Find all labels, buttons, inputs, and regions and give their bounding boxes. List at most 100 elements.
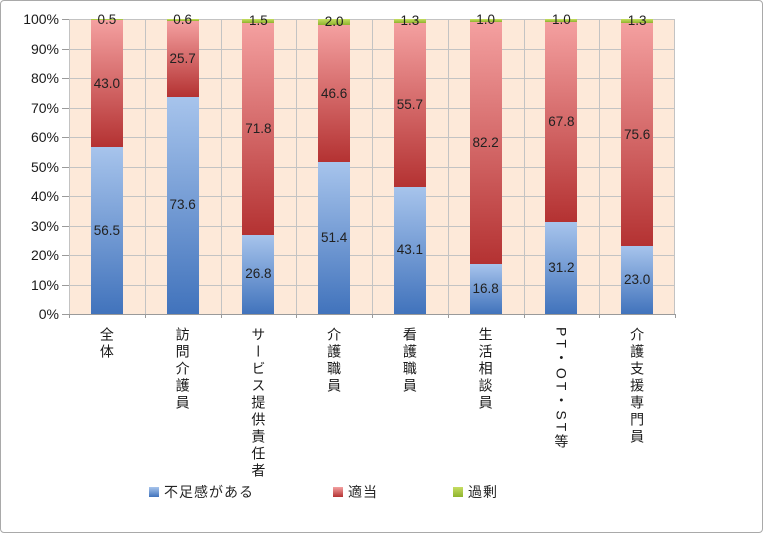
x-axis-tick [524, 314, 525, 318]
y-axis-tick [62, 225, 69, 227]
bar-segment-不足感がある [393, 186, 426, 314]
category-label: PT・OT・ST等 [553, 327, 570, 452]
legend-item-excess: 過剰 [453, 484, 498, 500]
bar-segment-適当 [621, 23, 654, 247]
y-axis-label: 60% [30, 129, 59, 145]
data-label: 23.0 [623, 272, 651, 288]
x-axis-tick [448, 314, 449, 318]
category-label: 看護職員 [401, 327, 418, 395]
legend-swatch-red [333, 487, 343, 497]
data-label: 25.7 [169, 50, 196, 66]
bar-segment-適当 [90, 20, 123, 148]
y-axis-tick [62, 137, 69, 138]
y-axis-tick [62, 314, 69, 315]
bar-segment-不足感がある [469, 264, 502, 314]
bar-segment-不足感がある [318, 162, 351, 314]
bar-segment-不足感がある [545, 221, 578, 314]
data-label: 16.8 [472, 281, 499, 297]
y-axis-label: 80% [30, 70, 59, 86]
bar-segment-適当 [469, 21, 502, 265]
bar-segment-適当 [545, 21, 578, 222]
x-axis-tick [599, 314, 600, 318]
y-axis-tick [62, 48, 69, 50]
data-label: 73.6 [169, 197, 196, 213]
data-label: 55.7 [396, 96, 424, 112]
gridline-vertical [296, 19, 297, 314]
data-label: 43.1 [396, 242, 424, 258]
gridline-vertical [599, 19, 600, 314]
y-axis-label: 10% [30, 276, 59, 293]
gridline-vertical [69, 19, 70, 314]
gridline-vertical [524, 19, 525, 314]
data-label: 2.0 [324, 13, 344, 29]
y-axis-label: 20% [30, 247, 59, 263]
bar-segment-過剰 [469, 19, 502, 22]
bar-segment-過剰 [621, 19, 654, 24]
data-label: 43.0 [93, 75, 121, 91]
data-label: 1.0 [551, 12, 571, 28]
data-label: 1.0 [476, 12, 496, 28]
bar-segment-過剰 [90, 19, 123, 21]
bar-segment-適当 [318, 24, 351, 163]
y-axis-label: 40% [30, 188, 59, 204]
y-axis-tick [62, 78, 69, 79]
category-label: 全体 [98, 327, 115, 361]
bar-segment-不足感がある [242, 234, 275, 314]
gridline-vertical [674, 19, 675, 314]
x-axis-tick [221, 314, 222, 318]
bar-segment-過剰 [242, 18, 275, 24]
legend-label: 過剰 [468, 484, 498, 500]
category-label: 介護職員 [326, 327, 343, 395]
data-label: 51.4 [320, 230, 348, 246]
legend-label: 適当 [348, 484, 378, 500]
data-label: 26.8 [245, 266, 272, 282]
category-label: サービス提供責任者 [250, 327, 267, 480]
bar-segment-適当 [393, 22, 426, 187]
y-axis-tick [62, 19, 69, 20]
bar-segment-過剰 [545, 19, 578, 22]
y-axis-tick [62, 255, 69, 256]
y-axis-tick [62, 284, 69, 286]
x-axis-tick [69, 314, 70, 318]
y-axis-label: 0% [38, 306, 59, 322]
category-label: 訪問介護員 [174, 327, 191, 412]
y-axis-label: 70% [30, 99, 59, 116]
data-label: 31.2 [548, 259, 575, 275]
gridline-vertical [372, 19, 373, 314]
bar-segment-過剰 [166, 19, 199, 22]
y-axis-label: 100% [23, 11, 59, 27]
x-axis-tick [296, 314, 297, 318]
y-axis-label: 30% [30, 217, 59, 234]
y-axis-label: 50% [30, 158, 59, 175]
bar-segment-過剰 [318, 19, 351, 25]
legend-swatch-blue [149, 487, 159, 497]
bar-segment-適当 [242, 23, 275, 235]
legend-label: 不足感がある [164, 484, 254, 500]
legend-item-shortage: 不足感がある [149, 484, 254, 500]
bar-segment-不足感がある [90, 147, 123, 314]
legend-item-adequate: 適当 [333, 484, 378, 500]
y-axis-label: 90% [30, 40, 59, 57]
x-axis-tick [372, 314, 373, 318]
data-label: 56.5 [93, 222, 121, 238]
bar-segment-過剰 [393, 18, 426, 23]
gridline-vertical [221, 19, 222, 314]
bar-segment-不足感がある [621, 246, 654, 314]
bar-segment-適当 [166, 21, 199, 97]
data-label: 1.5 [248, 12, 268, 28]
data-label: 46.6 [320, 85, 348, 101]
category-label: 生活相談員 [477, 327, 494, 412]
category-label: 介護支援専門員 [629, 327, 646, 446]
y-axis-tick [62, 107, 69, 109]
y-axis-tick [62, 196, 69, 197]
x-axis-tick [145, 314, 146, 318]
gridline-vertical [145, 19, 146, 314]
y-axis-tick [62, 166, 69, 168]
x-axis-tick [675, 314, 676, 318]
data-label: 1.3 [627, 13, 647, 29]
legend-swatch-green [453, 487, 463, 497]
data-label: 71.8 [245, 121, 272, 137]
data-label: 0.5 [97, 11, 117, 27]
data-label: 1.3 [400, 12, 420, 28]
